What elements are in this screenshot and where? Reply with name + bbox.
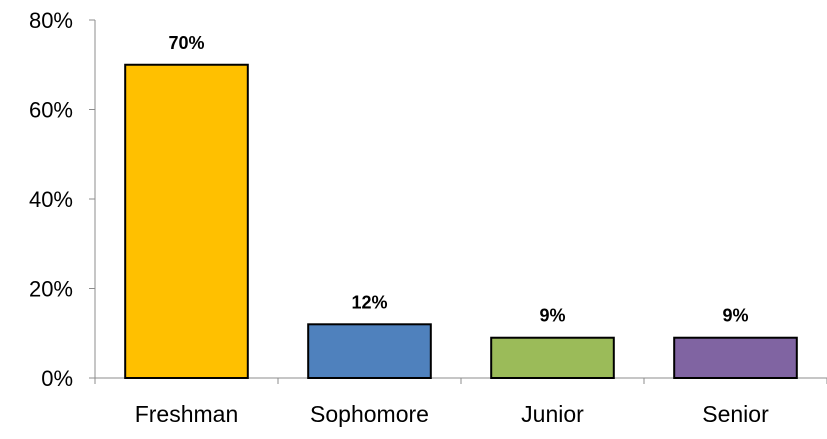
data-labels: 70% 12% 9% 9% — [168, 33, 748, 326]
bar-junior — [490, 336, 615, 380]
data-label-junior: 9% — [539, 306, 565, 326]
bar-freshman — [124, 63, 249, 379]
y-tick-label: 0% — [41, 366, 73, 391]
y-tick-label: 60% — [29, 98, 73, 123]
data-label-freshman: 70% — [168, 33, 204, 53]
bar-senior — [673, 336, 798, 380]
bar-sophomore — [307, 323, 432, 379]
data-label-senior: 9% — [722, 306, 748, 326]
y-tick-label: 80% — [29, 8, 73, 33]
y-tick-label: 40% — [29, 187, 73, 212]
data-label-sophomore: 12% — [351, 292, 387, 312]
x-axis: Freshman Sophomore Junior Senior — [94, 377, 827, 427]
bars — [124, 63, 798, 380]
x-category-label: Senior — [702, 401, 769, 427]
x-category-label: Freshman — [135, 401, 239, 427]
x-category-label: Junior — [521, 401, 584, 427]
y-axis: 0% 20% 40% 60% 80% — [29, 8, 96, 391]
x-category-label: Sophomore — [310, 401, 429, 427]
y-tick-label: 20% — [29, 277, 73, 302]
